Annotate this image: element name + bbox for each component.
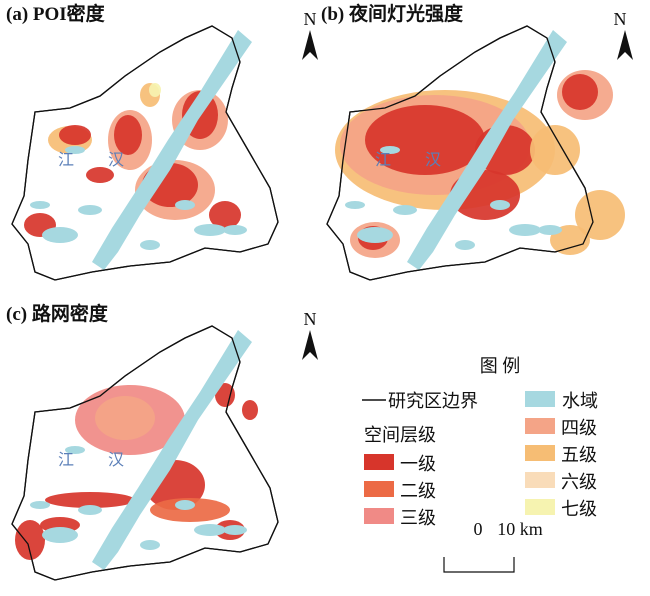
density-zone bbox=[215, 383, 235, 407]
north-arrow bbox=[302, 30, 318, 60]
lake bbox=[490, 200, 510, 210]
north-label: N bbox=[304, 9, 317, 29]
density-zone bbox=[365, 105, 485, 175]
boundary bbox=[11, 325, 279, 581]
level-swatch bbox=[364, 508, 394, 524]
density-zone bbox=[150, 498, 230, 522]
density-zone bbox=[530, 125, 580, 175]
density-zone bbox=[114, 115, 142, 155]
scale-bar bbox=[443, 557, 515, 573]
legend-level-heading: 空间层级 bbox=[364, 425, 436, 445]
lake bbox=[42, 527, 78, 543]
lake bbox=[30, 201, 50, 209]
lake bbox=[509, 224, 541, 236]
legend-level: 五级 bbox=[561, 445, 597, 465]
density-zone bbox=[575, 190, 625, 240]
legend-level: 四级 bbox=[561, 418, 597, 438]
lake bbox=[42, 227, 78, 243]
lake bbox=[65, 446, 85, 454]
north-arrow bbox=[617, 30, 633, 60]
level-swatch bbox=[525, 445, 555, 461]
panel-title: (b) 夜间灯光强度 bbox=[321, 2, 464, 25]
lake bbox=[65, 146, 85, 154]
density-zone bbox=[562, 74, 598, 110]
lake bbox=[345, 201, 365, 209]
legend-level: 三级 bbox=[400, 508, 436, 528]
river bbox=[92, 330, 252, 570]
boundary bbox=[326, 25, 594, 281]
lake bbox=[538, 225, 562, 235]
legend-level: 一级 bbox=[400, 454, 436, 474]
density-zone bbox=[149, 83, 161, 97]
legend-title: 图 例 bbox=[480, 356, 521, 376]
level-swatch bbox=[525, 418, 555, 434]
north-arrow bbox=[302, 330, 318, 360]
density-zone bbox=[242, 400, 258, 420]
north-label: N bbox=[304, 309, 317, 329]
lake bbox=[78, 205, 102, 215]
water-swatch bbox=[525, 391, 555, 407]
north-label: N bbox=[614, 9, 627, 29]
density-zone bbox=[45, 492, 135, 508]
lake bbox=[357, 227, 393, 243]
lake bbox=[223, 525, 247, 535]
scale-end: 10 km bbox=[497, 519, 543, 539]
map-panel: (b) 夜间灯光强度 N bbox=[321, 2, 633, 281]
panel-title: (c) 路网密度 bbox=[6, 302, 109, 325]
scale-start: 0 bbox=[474, 519, 483, 539]
lake bbox=[78, 505, 102, 515]
lake bbox=[393, 205, 417, 215]
lake bbox=[194, 524, 226, 536]
legend-level: 七级 bbox=[561, 499, 597, 519]
lake bbox=[140, 240, 160, 250]
river-label: 汉 bbox=[108, 451, 124, 469]
river-label: 江 bbox=[375, 151, 391, 169]
river-label: 汉 bbox=[108, 151, 124, 169]
lake bbox=[140, 540, 160, 550]
density-zone bbox=[95, 396, 155, 440]
lake bbox=[175, 500, 195, 510]
legend-water: 水域 bbox=[562, 391, 598, 411]
lake bbox=[175, 200, 195, 210]
river-label: 江 bbox=[58, 151, 74, 169]
lake bbox=[380, 146, 400, 154]
level-swatch bbox=[364, 481, 394, 497]
level-swatch bbox=[364, 454, 394, 470]
lake bbox=[223, 225, 247, 235]
density-zone bbox=[15, 520, 45, 560]
level-swatch bbox=[525, 472, 555, 488]
river-label: 汉 bbox=[425, 151, 441, 169]
density-zone bbox=[209, 201, 241, 229]
lake bbox=[30, 501, 50, 509]
density-zone bbox=[59, 125, 91, 145]
panel-title: (a) POI密度 bbox=[6, 2, 106, 25]
river bbox=[407, 30, 567, 270]
map-panel: (a) POI密度 N bbox=[6, 2, 318, 281]
legend-level: 二级 bbox=[400, 481, 436, 501]
legend-level: 六级 bbox=[561, 472, 597, 492]
lake bbox=[455, 240, 475, 250]
lake bbox=[194, 224, 226, 236]
map-panel: (c) 路网密度 N bbox=[6, 302, 318, 581]
density-zone bbox=[86, 167, 114, 183]
river-label: 江 bbox=[58, 451, 74, 469]
boundary bbox=[11, 25, 279, 281]
level-swatch bbox=[525, 499, 555, 515]
legend-boundary: 研究区边界 bbox=[388, 391, 478, 411]
river bbox=[92, 30, 252, 270]
